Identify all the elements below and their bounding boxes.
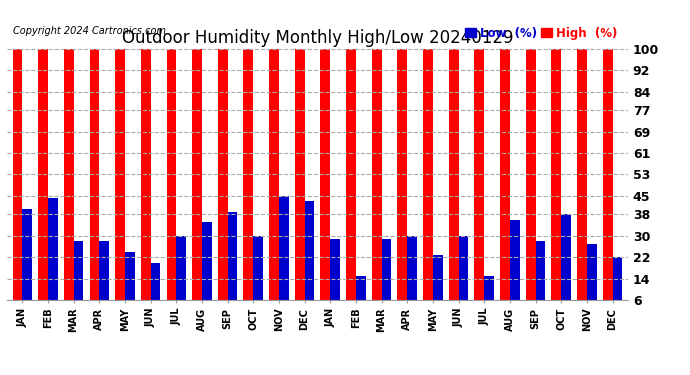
Bar <box>295 49 304 316</box>
Bar <box>372 49 382 316</box>
Bar <box>269 49 279 316</box>
Bar <box>99 241 109 316</box>
Bar <box>407 236 417 316</box>
Text: Copyright 2024 Cartronics.com: Copyright 2024 Cartronics.com <box>13 26 166 36</box>
Bar <box>484 276 494 316</box>
Bar <box>141 49 150 316</box>
Bar <box>115 49 125 316</box>
Bar <box>613 257 622 316</box>
Bar <box>48 198 58 316</box>
Bar <box>320 49 331 316</box>
Bar <box>603 49 613 316</box>
Bar <box>561 214 571 316</box>
Bar <box>90 49 99 316</box>
Bar <box>150 262 160 316</box>
Bar <box>64 49 74 316</box>
Bar <box>166 49 176 316</box>
Bar <box>346 49 356 316</box>
Bar <box>244 49 253 316</box>
Bar <box>459 236 469 316</box>
Bar <box>356 276 366 316</box>
Bar <box>193 49 202 316</box>
Bar <box>228 212 237 316</box>
Bar <box>577 49 586 316</box>
Bar <box>22 209 32 316</box>
Title: Outdoor Humidity Monthly High/Low 20240129: Outdoor Humidity Monthly High/Low 202401… <box>121 29 513 47</box>
Bar <box>475 49 484 316</box>
Bar <box>125 252 135 316</box>
Bar <box>12 49 22 316</box>
Bar <box>218 49 228 316</box>
Bar <box>331 238 340 316</box>
Bar <box>382 238 391 316</box>
Bar <box>535 241 545 316</box>
Bar <box>304 201 315 316</box>
Bar <box>433 255 442 316</box>
Bar <box>397 49 407 316</box>
Bar <box>253 236 263 316</box>
Bar <box>279 196 288 316</box>
Bar <box>526 49 535 316</box>
Legend: Low  (%), High  (%): Low (%), High (%) <box>460 22 622 44</box>
Bar <box>500 49 510 316</box>
Bar <box>551 49 561 316</box>
Bar <box>74 241 83 316</box>
Bar <box>423 49 433 316</box>
Bar <box>202 222 212 316</box>
Bar <box>38 49 48 316</box>
Bar <box>448 49 459 316</box>
Bar <box>176 236 186 316</box>
Bar <box>510 220 520 316</box>
Bar <box>586 244 597 316</box>
